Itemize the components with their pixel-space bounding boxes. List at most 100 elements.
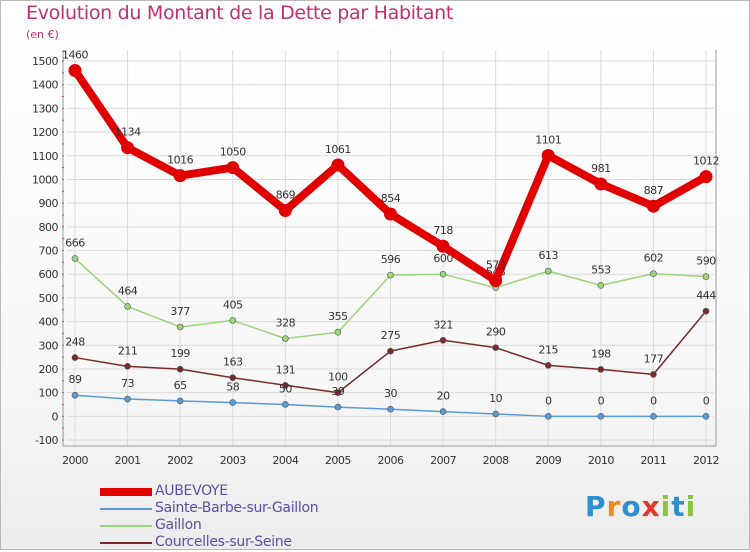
y-tick-label: -100 (35, 434, 58, 447)
data-point-3 (492, 344, 499, 351)
data-label-0: 1016 (167, 154, 193, 167)
data-point-0 (331, 158, 345, 172)
data-point-1 (492, 410, 499, 418)
y-tick-label: 0 (52, 410, 59, 423)
data-label-3: 199 (170, 347, 190, 360)
data-label-3: 211 (118, 344, 138, 357)
x-tick-label: 2006 (378, 454, 404, 467)
y-tick-label: 600 (39, 268, 59, 281)
data-point-1 (229, 399, 237, 406)
proxiti-logo: Proxiti (585, 490, 696, 523)
x-tick-label: 2004 (272, 454, 298, 467)
legend-swatch (100, 542, 152, 544)
data-point-2 (439, 270, 447, 278)
logo-letter: r (606, 490, 622, 523)
data-label-0: 887 (644, 184, 664, 197)
data-label-3: 131 (276, 363, 296, 376)
logo-letter: x (641, 490, 661, 523)
data-label-1: 20 (437, 390, 450, 403)
data-point-0 (68, 63, 82, 77)
legend-label: AUBEVOYE (155, 483, 228, 499)
data-point-3 (176, 365, 184, 373)
data-label-2: 405 (223, 298, 243, 311)
data-point-3 (334, 389, 342, 396)
chart-subtitle: (en €) (26, 28, 59, 41)
data-label-0: 718 (433, 224, 453, 237)
data-point-3 (702, 307, 710, 315)
y-tick-label: 1000 (32, 173, 58, 186)
data-point-0 (173, 169, 187, 183)
data-point-0 (594, 177, 608, 191)
data-label-2: 613 (539, 249, 559, 262)
data-point-0 (384, 207, 397, 221)
data-label-2: 553 (591, 263, 611, 276)
data-point-1 (124, 395, 131, 403)
data-point-0 (436, 239, 450, 253)
x-tick-label: 2009 (535, 454, 561, 467)
y-tick-label: 900 (39, 197, 59, 210)
data-point-1 (176, 397, 184, 405)
data-point-3 (71, 354, 79, 361)
line-chart: -100010020030040050060070080090010001100… (32, 48, 720, 467)
data-label-1: 39 (331, 385, 344, 398)
data-label-2: 377 (170, 305, 190, 318)
y-tick-label: 200 (39, 363, 59, 376)
logo-letter: i (685, 490, 697, 523)
x-tick-label: 2008 (483, 454, 509, 467)
data-label-2: 666 (65, 237, 85, 250)
y-tick-label: 800 (39, 221, 59, 234)
data-label-3: 444 (696, 289, 716, 302)
data-label-3: 177 (644, 352, 664, 365)
data-label-3: 198 (591, 347, 611, 360)
data-point-2 (702, 273, 710, 280)
data-point-1 (71, 391, 79, 399)
legend-label: Sainte-Barbe-sur-Gaillon (155, 500, 319, 516)
data-label-2: 602 (644, 252, 664, 265)
logo-letter: i (660, 490, 672, 523)
data-label-1: 50 (279, 382, 292, 395)
data-label-2: 328 (276, 317, 296, 330)
legend-swatch (100, 508, 152, 510)
data-label-1: 89 (69, 373, 82, 386)
data-point-1 (650, 413, 657, 420)
x-tick-label: 2000 (62, 454, 88, 467)
data-point-1 (439, 408, 447, 415)
data-point-2 (650, 270, 657, 278)
data-label-3: 248 (65, 336, 85, 349)
data-label-2: 600 (433, 252, 453, 265)
x-tick-label: 2007 (430, 454, 456, 467)
data-label-2: 590 (696, 255, 716, 268)
data-point-3 (124, 363, 131, 370)
data-point-1 (387, 405, 394, 413)
data-label-1: 30 (384, 387, 397, 400)
data-point-1 (597, 413, 605, 420)
data-label-2: 464 (118, 284, 138, 297)
y-tick-label: 1500 (32, 55, 58, 68)
data-label-3: 163 (223, 356, 243, 369)
data-point-0 (278, 203, 292, 217)
data-point-3 (229, 374, 237, 382)
data-point-2 (71, 255, 79, 262)
data-point-2 (282, 335, 289, 342)
y-tick-label: 1300 (32, 102, 58, 115)
y-tick-label: 300 (39, 339, 59, 352)
data-point-0 (646, 199, 660, 213)
legend-swatch (100, 525, 152, 527)
data-label-1: 73 (121, 377, 134, 390)
data-point-2 (124, 303, 131, 310)
chart-title: Evolution du Montant de la Dette par Hab… (26, 2, 454, 24)
data-point-2 (597, 282, 605, 289)
y-tick-label: 400 (39, 316, 59, 329)
data-point-0 (541, 149, 555, 163)
data-label-1: 10 (489, 392, 502, 405)
x-tick-label: 2012 (693, 454, 719, 467)
data-point-1 (282, 401, 289, 408)
data-point-3 (544, 362, 552, 369)
data-point-3 (650, 371, 657, 378)
data-label-0: 1101 (535, 134, 561, 147)
logo-letter: t (671, 490, 686, 523)
data-label-1: 0 (703, 394, 710, 407)
data-point-0 (489, 274, 503, 288)
data-point-2 (334, 328, 342, 336)
